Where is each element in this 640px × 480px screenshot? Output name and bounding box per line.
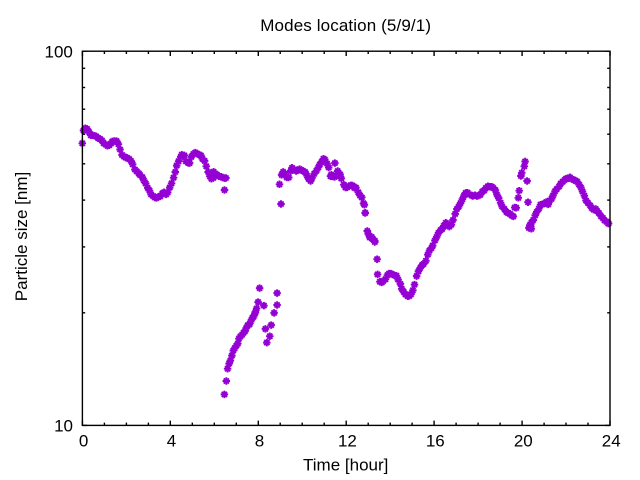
- svg-text:0: 0: [79, 432, 88, 451]
- svg-text:Particle size [nm]: Particle size [nm]: [12, 172, 31, 301]
- svg-text:4: 4: [167, 432, 176, 451]
- svg-text:8: 8: [255, 432, 264, 451]
- svg-text:20: 20: [514, 432, 533, 451]
- svg-text:Modes location (5/9/1): Modes location (5/9/1): [260, 16, 431, 35]
- svg-text:24: 24: [602, 432, 621, 451]
- svg-text:12: 12: [338, 432, 357, 451]
- svg-text:10: 10: [54, 416, 73, 435]
- svg-text:Time [hour]: Time [hour]: [303, 455, 388, 474]
- svg-text:16: 16: [426, 432, 445, 451]
- svg-text:100: 100: [45, 42, 73, 61]
